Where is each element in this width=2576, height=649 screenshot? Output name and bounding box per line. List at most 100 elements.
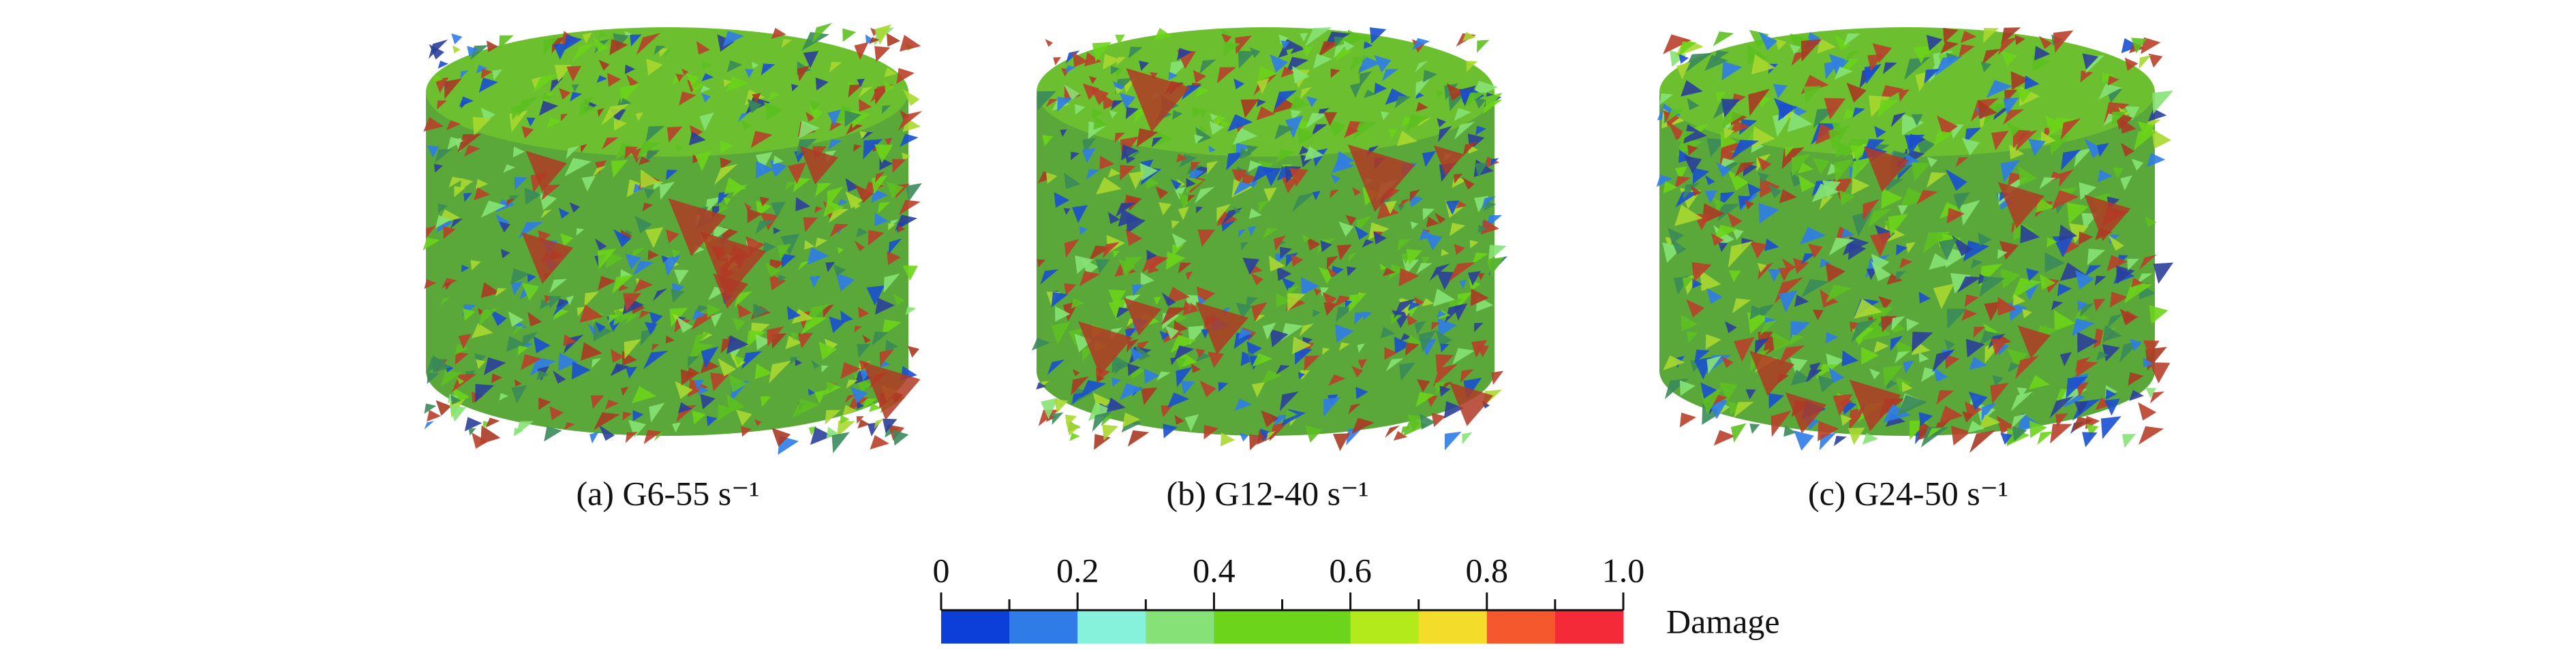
fragment [1398,268,1420,287]
fragment [1732,298,1751,313]
fragment [1405,342,1420,356]
fragment [1901,381,1913,392]
fragment [760,396,771,407]
fragment [470,259,481,271]
fragment [1331,157,1355,174]
fragment [593,412,620,430]
fragment [1320,287,1330,296]
fragment [1304,355,1320,371]
fragment [1194,187,1215,204]
fragment [1728,241,1753,268]
fragment [2060,118,2081,140]
fragment [645,227,664,249]
fragment [1196,206,1203,214]
fragment [1327,255,1338,269]
fragment [651,344,660,351]
fragment [1477,39,1490,53]
color-segment [1554,610,1624,644]
fragment [644,188,656,200]
fragment [1967,420,1985,433]
fragment [1292,65,1310,84]
fragment [1674,204,1703,227]
fragment [1749,305,1766,320]
fragment [510,281,523,296]
fragment [438,203,448,214]
fragment [1184,414,1199,432]
fragment [579,304,604,323]
fragment [1119,383,1144,400]
fragment [2131,37,2147,54]
fragment [1872,43,1892,63]
fragment [1959,44,1975,58]
fragment [1346,426,1364,446]
fragment [1670,238,1687,255]
fragment [509,195,519,205]
fragment [1306,96,1318,108]
fragment [1180,381,1195,396]
fragment [2125,106,2140,121]
fragment [701,346,719,369]
fragment [1462,177,1475,190]
fragment [804,240,815,250]
fragment [1407,314,1418,326]
fragment [769,159,787,178]
fragment [1927,157,1937,168]
fragment [2082,432,2098,447]
fragment [1916,189,1938,205]
fragment [814,206,823,213]
fragment [457,377,465,385]
fragment [2121,142,2135,157]
fragment [607,73,622,87]
fragment [1042,135,1054,146]
fragment [1232,127,1258,145]
fragment [1382,268,1396,276]
fragment [1338,221,1354,237]
fragment [1246,341,1262,357]
fragment [1484,93,1503,114]
fragment [1352,187,1362,196]
fragment [1418,330,1437,353]
fragment [1731,140,1760,159]
fragment [1833,394,1853,416]
fragment [1108,298,1126,321]
damage-patch [1849,379,1901,432]
fragment [1770,410,1792,437]
fragment [837,420,855,437]
fragment [809,106,824,121]
fragment [645,150,660,163]
fragment [1725,321,1737,334]
fragment [1036,381,1047,390]
fragment [450,394,461,405]
fragment [1808,244,1823,259]
fragment [571,84,579,93]
fragment [797,261,810,271]
fragment [1074,333,1093,353]
fragment [825,410,841,425]
fragment [2015,130,2038,151]
fragment [594,321,606,332]
fragment [452,45,461,54]
fragment [701,93,711,103]
fragment [764,101,784,121]
damage-patch [1123,298,1162,336]
fragment [1279,391,1299,411]
fragment [1471,340,1488,358]
fragment [1813,157,1830,175]
fragment [2120,118,2136,134]
fragment [1172,110,1183,120]
fragment [1280,247,1292,259]
fragment [437,100,447,110]
fragment [458,334,472,349]
fragment [1705,334,1721,350]
fragment [1238,229,1246,238]
fragment [2072,318,2095,337]
fragment [1422,298,1435,306]
fragment [1140,272,1154,286]
fragment [626,366,637,379]
fragment [729,374,748,393]
fragment [1397,204,1405,212]
fragment [681,369,698,386]
fragment [1961,138,1980,156]
fragment [2051,190,2079,210]
fragment [1323,396,1341,417]
